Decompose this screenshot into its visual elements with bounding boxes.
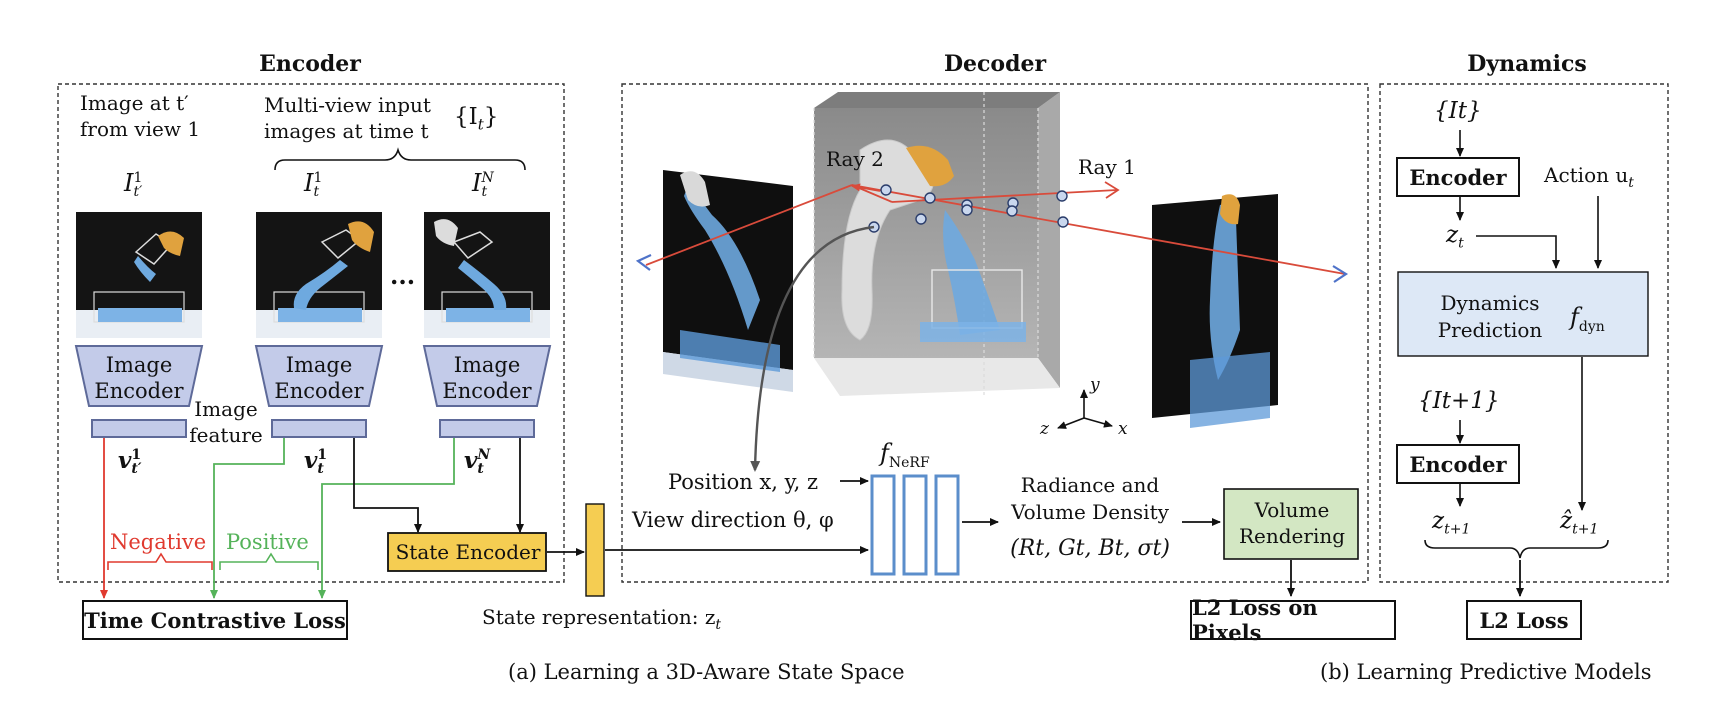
rgbs-label: (Rt, Gt, Bt, σt): [1010, 536, 1170, 561]
ray-2-end-arrow: [1332, 265, 1349, 283]
encoder-frame: [57, 83, 565, 583]
radiance-label: Radiance and Volume Density: [1011, 473, 1169, 524]
time-contrastive-loss-box: Time Contrastive Loss: [82, 600, 348, 640]
cube-top: [814, 92, 1060, 108]
cube-side: [1038, 92, 1060, 388]
dyn-encoder-1-box: Encoder: [1396, 157, 1520, 197]
state-representation-label: State representation: zt: [482, 605, 722, 634]
encoder-title: Encoder: [259, 51, 361, 77]
negative-label: Negative: [110, 530, 207, 554]
position-label: Position x, y, z: [668, 470, 819, 494]
image-encoder-1-shape: [74, 345, 204, 407]
feature-vec-prev: v 1 t′: [118, 447, 142, 477]
state-representation-bar: [585, 503, 605, 597]
nerf-layer-3: [934, 474, 960, 576]
negative-brace: [107, 552, 213, 570]
fnerf-label: fNeRF: [880, 439, 930, 471]
multiview-brace: [274, 147, 526, 171]
feature-to-state-arrow-1: [353, 438, 422, 533]
feature-bar-3: [439, 419, 535, 438]
dyn-it-label: {It}: [1434, 98, 1482, 124]
state-encoder-label: State Encoder: [395, 540, 541, 564]
positive-brace: [219, 552, 319, 570]
nerf-layer-1: [870, 474, 896, 576]
dynamics-prediction-shape: [1397, 271, 1649, 357]
dyn-l2-loss-box: L2 Loss: [1466, 600, 1582, 640]
ray-2-back-line: [645, 184, 853, 266]
ray-1-label: Ray 1: [1078, 155, 1136, 179]
water-shape: [943, 210, 1000, 335]
ray-2-tip-arrow: [851, 183, 881, 192]
zt-to-dynamics-arrow: [1476, 235, 1560, 269]
dyn-encoder-2-box: Encoder: [1396, 444, 1520, 484]
dyn-prediction-label: Dynamics Prediction: [1437, 291, 1543, 342]
image-encoder-3-shape: [422, 345, 552, 407]
image-set-label: {It}: [454, 104, 499, 134]
ray-1-arrowhead: [1104, 181, 1120, 199]
decoder-frame: [621, 83, 1369, 583]
caption-a: (a) Learning a 3D-Aware State Space: [508, 660, 905, 684]
multiview-line2: images at time t: [264, 119, 429, 143]
image-at-prev-line2: from view 1: [80, 117, 201, 141]
image-encoder-2-label: Image Encoder: [274, 353, 364, 404]
views-ellipsis: ...: [390, 261, 416, 290]
dynamics-title: Dynamics: [1467, 51, 1587, 77]
decoder-title: Decoder: [943, 51, 1047, 77]
left-image-plane-floor: [663, 352, 793, 392]
multiview-line1: Multi-view input: [264, 93, 431, 117]
feature-bar-1: [91, 419, 187, 438]
axis-x-label: x: [1118, 419, 1128, 439]
cube-floor: [814, 358, 1060, 396]
nerf-layer-2: [902, 474, 928, 576]
image-at-prev-line1: Image at t′: [80, 91, 189, 115]
image-feature-label: Image feature: [189, 397, 263, 447]
dyn-zhat-label: ẑt+1: [1560, 508, 1599, 538]
dynamics-brace: [1424, 539, 1609, 559]
dyn-zt1-label: zt+1: [1432, 508, 1471, 538]
dynamics-frame: [1379, 83, 1669, 583]
dyn-zt-label: zt: [1446, 222, 1464, 252]
img-label-prev: I 1 t′: [124, 169, 143, 200]
state-encoder-shape: [387, 532, 547, 572]
positive-label: Positive: [226, 530, 309, 554]
dyn-action-label: Action ut: [1544, 163, 1634, 192]
view-direction-label: View direction θ, φ: [632, 508, 834, 532]
image-encoder-2-shape: [254, 345, 384, 407]
axes-triad: [1057, 389, 1113, 429]
sample-to-position-arrow: [750, 225, 875, 472]
input-image-view-N: [424, 212, 550, 338]
positive-arrow-1: [210, 438, 285, 599]
l2-loss-pixels-box: L2 Loss on Pixels: [1190, 595, 1396, 645]
dyn-it1-label: {It+1}: [1418, 388, 1500, 414]
ray-2-label: Ray 2: [826, 147, 884, 171]
positive-arrow-2: [318, 438, 455, 599]
volume-rendering-label: Volume Rendering: [1238, 498, 1346, 548]
input-image-view-1: [256, 212, 382, 338]
axis-z-label: z: [1040, 419, 1049, 439]
caption-b: (b) Learning Predictive Models: [1320, 660, 1652, 684]
input-image-prev: [76, 212, 202, 338]
axis-y-label: y: [1090, 375, 1100, 395]
feature-bar-2: [271, 419, 367, 438]
dyn-fdyn-label: fdyn: [1570, 303, 1605, 335]
volume-rendering-shape: [1223, 488, 1359, 560]
ray-2-start-arrow: [635, 254, 652, 271]
image-encoder-3-label: Image Encoder: [442, 353, 532, 404]
image-encoder-1-label: Image Encoder: [94, 353, 184, 404]
